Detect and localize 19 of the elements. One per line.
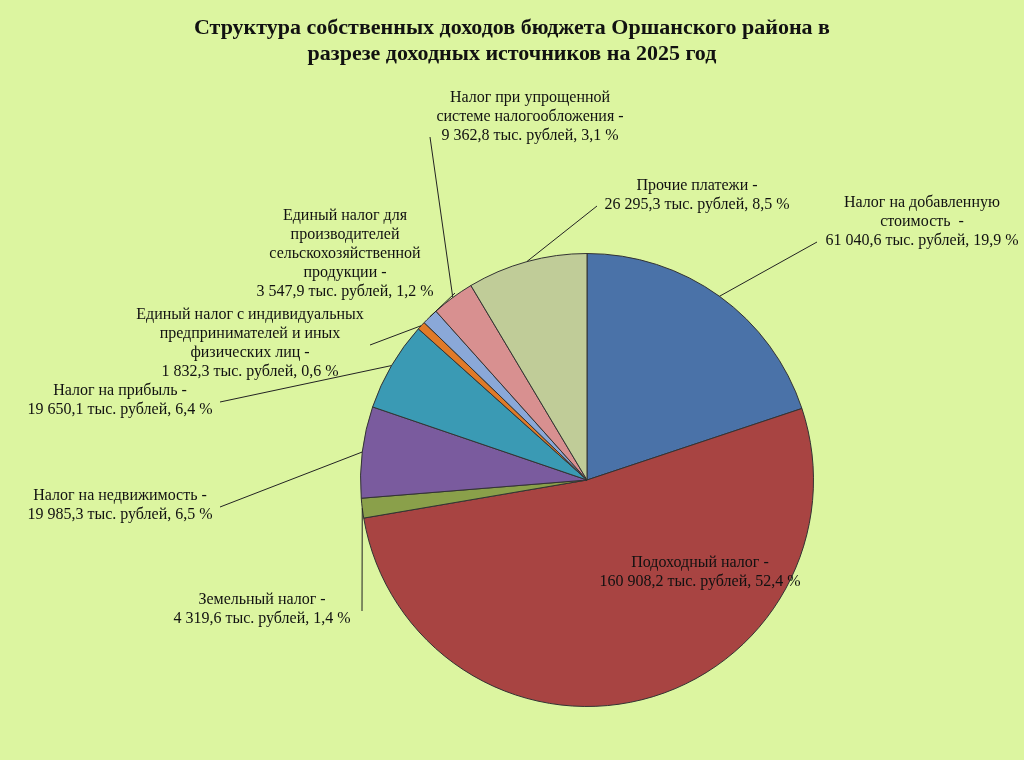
slice-label: Земельный налог - [198, 590, 326, 608]
slice-label: Налог на добавленную стоимость - [844, 193, 1000, 230]
slice-label: Единый налог для производителей сельскохозяйственной продукции - [269, 206, 422, 282]
slice-label: Единый налог с индивидуальных предпринимателей и иных физических лиц - [136, 305, 364, 362]
data-label: 19 985,3 тыс. рублей, 6,5 % [27, 505, 213, 524]
data-label: 26 295,3 тыс. рублей, 8,5 % [604, 195, 790, 214]
data-label: 160 908,2 тыс. рублей, 52,4 % [599, 572, 801, 591]
data-label: 19 650,1 тыс. рублей, 6,4 % [27, 400, 213, 419]
data-label: 4 319,6 тыс. рублей, 1,4 % [173, 609, 351, 628]
data-label: 3 547,9 тыс. рублей, 1,2 % [256, 282, 434, 301]
data-label: 1 832,3 тыс. рублей, 0,6 % [161, 362, 339, 381]
slice-label: Прочие платежи - [636, 176, 758, 195]
slice-label: Налог на недвижимость - [33, 486, 207, 505]
data-label: 9 362,8 тыс. рублей, 3,1 % [441, 126, 619, 145]
slice-label: Подоходный налог - [631, 553, 769, 572]
data-label: 61 040,6 тыс. рублей, 19,9 % [825, 231, 1019, 250]
chart-title: Структура собственных доходов бюджета Оршанского района в разрезе доходных источников на 2025 год [193, 14, 831, 66]
slice-label: Налог при упрощенной системе налогообложения - [436, 88, 624, 125]
slice-label: Налог на прибыль - [53, 381, 187, 400]
